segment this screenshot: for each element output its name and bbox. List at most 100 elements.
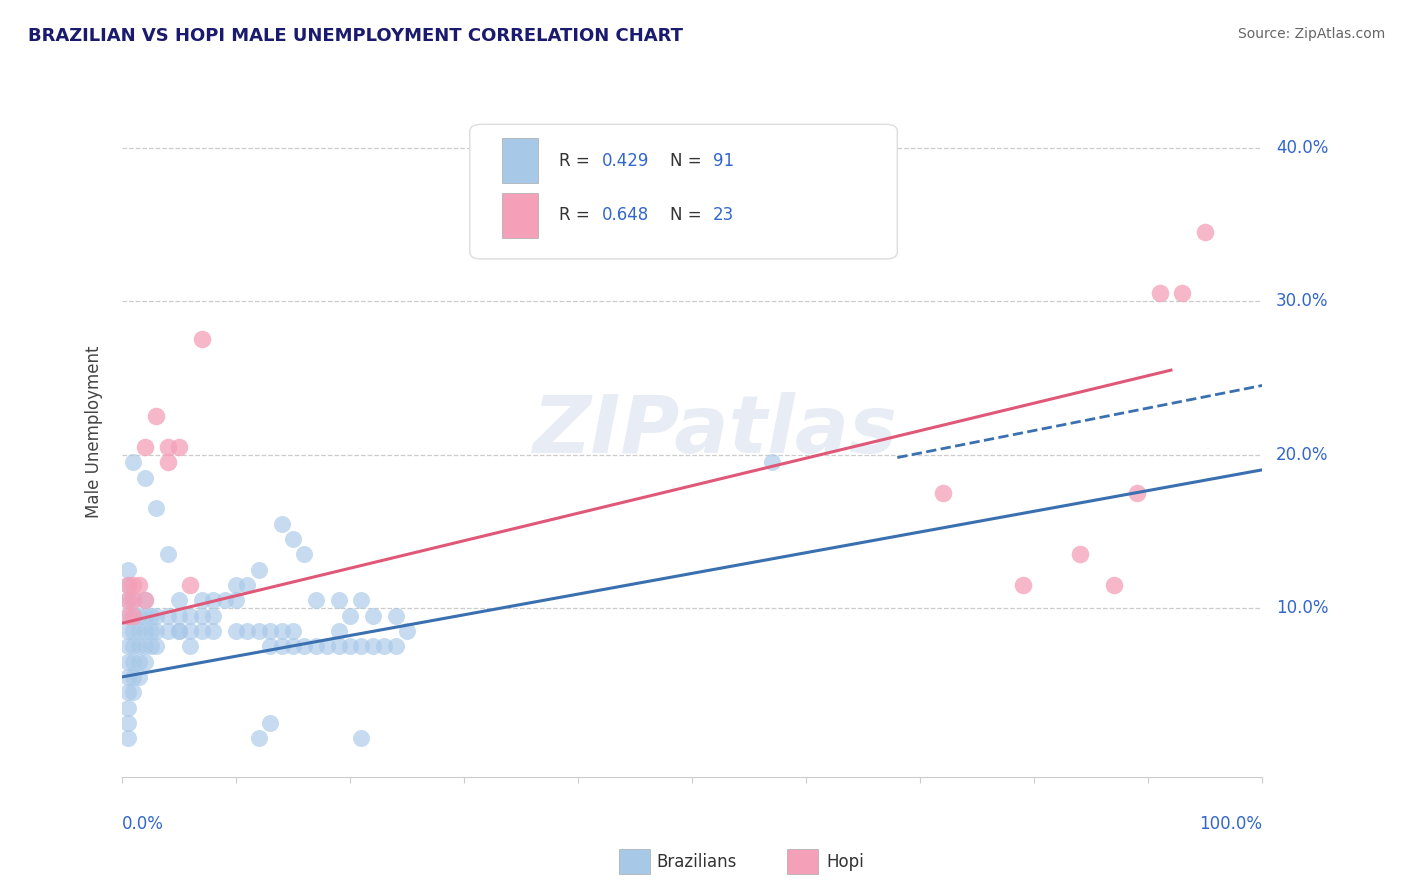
Point <box>122 624 145 638</box>
Point <box>117 608 139 623</box>
Point <box>117 593 139 607</box>
Point <box>281 639 304 653</box>
Text: 100.0%: 100.0% <box>1199 814 1263 832</box>
Point <box>145 409 167 424</box>
Point <box>122 670 145 684</box>
Text: 0.0%: 0.0% <box>122 814 165 832</box>
Point <box>270 516 292 531</box>
Point <box>128 655 150 669</box>
Text: N =: N = <box>671 152 707 169</box>
Point <box>134 624 156 638</box>
Point <box>247 624 270 638</box>
Point <box>167 440 190 454</box>
FancyBboxPatch shape <box>502 193 538 237</box>
Point <box>361 608 384 623</box>
Point <box>122 655 145 669</box>
Point <box>179 624 201 638</box>
Point <box>128 608 150 623</box>
Point <box>281 624 304 638</box>
Point <box>328 639 350 653</box>
Point <box>202 593 225 607</box>
Text: Brazilians: Brazilians <box>657 853 737 871</box>
Point <box>202 608 225 623</box>
Text: BRAZILIAN VS HOPI MALE UNEMPLOYMENT CORRELATION CHART: BRAZILIAN VS HOPI MALE UNEMPLOYMENT CORR… <box>28 27 683 45</box>
Point <box>1102 578 1125 592</box>
Point <box>156 624 179 638</box>
Point <box>305 593 328 607</box>
Point <box>117 685 139 699</box>
Point <box>145 624 167 638</box>
Point <box>1125 486 1147 500</box>
Point <box>202 624 225 638</box>
Point <box>134 593 156 607</box>
Point <box>247 731 270 746</box>
Point <box>167 608 190 623</box>
Point <box>156 608 179 623</box>
Text: R =: R = <box>558 152 595 169</box>
Point <box>117 608 139 623</box>
Point <box>139 624 162 638</box>
Point <box>270 639 292 653</box>
Text: 0.429: 0.429 <box>602 152 650 169</box>
Point <box>122 608 145 623</box>
Point <box>117 593 139 607</box>
Point <box>122 593 145 607</box>
Point <box>122 593 145 607</box>
Point <box>328 593 350 607</box>
Point <box>128 670 150 684</box>
Point <box>167 624 190 638</box>
Point <box>179 608 201 623</box>
Point <box>122 578 145 592</box>
Point <box>191 608 214 623</box>
Point <box>236 578 259 592</box>
Point <box>139 639 162 653</box>
Point <box>1194 225 1216 239</box>
Point <box>191 333 214 347</box>
Point <box>191 593 214 607</box>
Point <box>117 715 139 730</box>
Point <box>932 486 955 500</box>
Point <box>134 639 156 653</box>
Point <box>339 608 361 623</box>
Text: 23: 23 <box>713 206 734 224</box>
Y-axis label: Male Unemployment: Male Unemployment <box>86 345 103 517</box>
Point <box>1011 578 1033 592</box>
Point <box>214 593 236 607</box>
Point <box>156 547 179 561</box>
Point <box>117 563 139 577</box>
Point <box>294 547 316 561</box>
FancyBboxPatch shape <box>470 124 897 259</box>
Point <box>259 639 281 653</box>
Text: R =: R = <box>558 206 595 224</box>
Point <box>117 700 139 714</box>
Point <box>259 624 281 638</box>
Point <box>191 624 214 638</box>
Point <box>339 639 361 653</box>
Point <box>167 593 190 607</box>
Point <box>145 501 167 516</box>
Point <box>156 440 179 454</box>
Point <box>761 455 783 469</box>
Point <box>225 624 247 638</box>
Point <box>294 639 316 653</box>
Text: 20.0%: 20.0% <box>1275 445 1329 464</box>
Point <box>117 670 139 684</box>
Point <box>122 639 145 653</box>
Point <box>270 624 292 638</box>
Point <box>384 608 406 623</box>
Point <box>1171 286 1194 301</box>
Point <box>179 578 201 592</box>
Point <box>134 655 156 669</box>
Point <box>225 593 247 607</box>
Point <box>281 532 304 546</box>
Point <box>122 685 145 699</box>
Text: Source: ZipAtlas.com: Source: ZipAtlas.com <box>1237 27 1385 41</box>
Point <box>350 731 373 746</box>
Point <box>225 578 247 592</box>
Point <box>167 624 190 638</box>
Point <box>373 639 395 653</box>
Text: Hopi: Hopi <box>827 853 865 871</box>
Text: 0.648: 0.648 <box>602 206 650 224</box>
Point <box>128 639 150 653</box>
Point <box>117 655 139 669</box>
